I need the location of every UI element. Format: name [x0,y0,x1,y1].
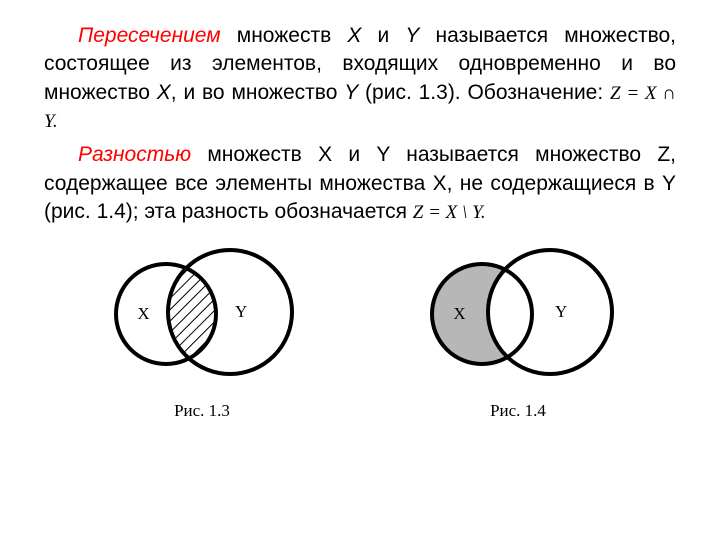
term-difference: Разностью [78,143,191,166]
term-intersection: Пересечением [78,24,221,47]
text: множеств [221,24,348,47]
text: , и во множество [171,81,344,104]
page-content: Пересечением множеств X и Y называется м… [0,0,720,421]
set-X: X [347,24,361,47]
figure-1-4: X Y Рис. 1.4 [408,240,628,421]
svg-text:Y: Y [555,302,567,321]
set-Y: Y [344,81,358,104]
svg-text:X: X [137,304,149,323]
svg-text:Y: Y [235,302,247,321]
set-Y: Y [405,24,419,47]
set-X: X [157,81,171,104]
venn-row: X Y Рис. 1.3 X Y Рис. 1.4 [44,240,676,421]
figure-1-3: X Y Рис. 1.3 [92,240,312,421]
venn-intersection-svg: X Y [92,240,312,390]
text: (рис. 1.3). Обозначение: [358,81,610,104]
caption-1-4: Рис. 1.4 [408,401,628,421]
venn-difference-svg: X Y [408,240,628,390]
paragraph-difference: Разностью множеств X и Y называется множ… [44,141,676,226]
paragraph-intersection: Пересечением множеств X и Y называется м… [44,22,676,135]
text: и [361,24,405,47]
formula-difference: Z = X \ Y. [413,202,486,223]
svg-text:X: X [453,304,465,323]
caption-1-3: Рис. 1.3 [92,401,312,421]
